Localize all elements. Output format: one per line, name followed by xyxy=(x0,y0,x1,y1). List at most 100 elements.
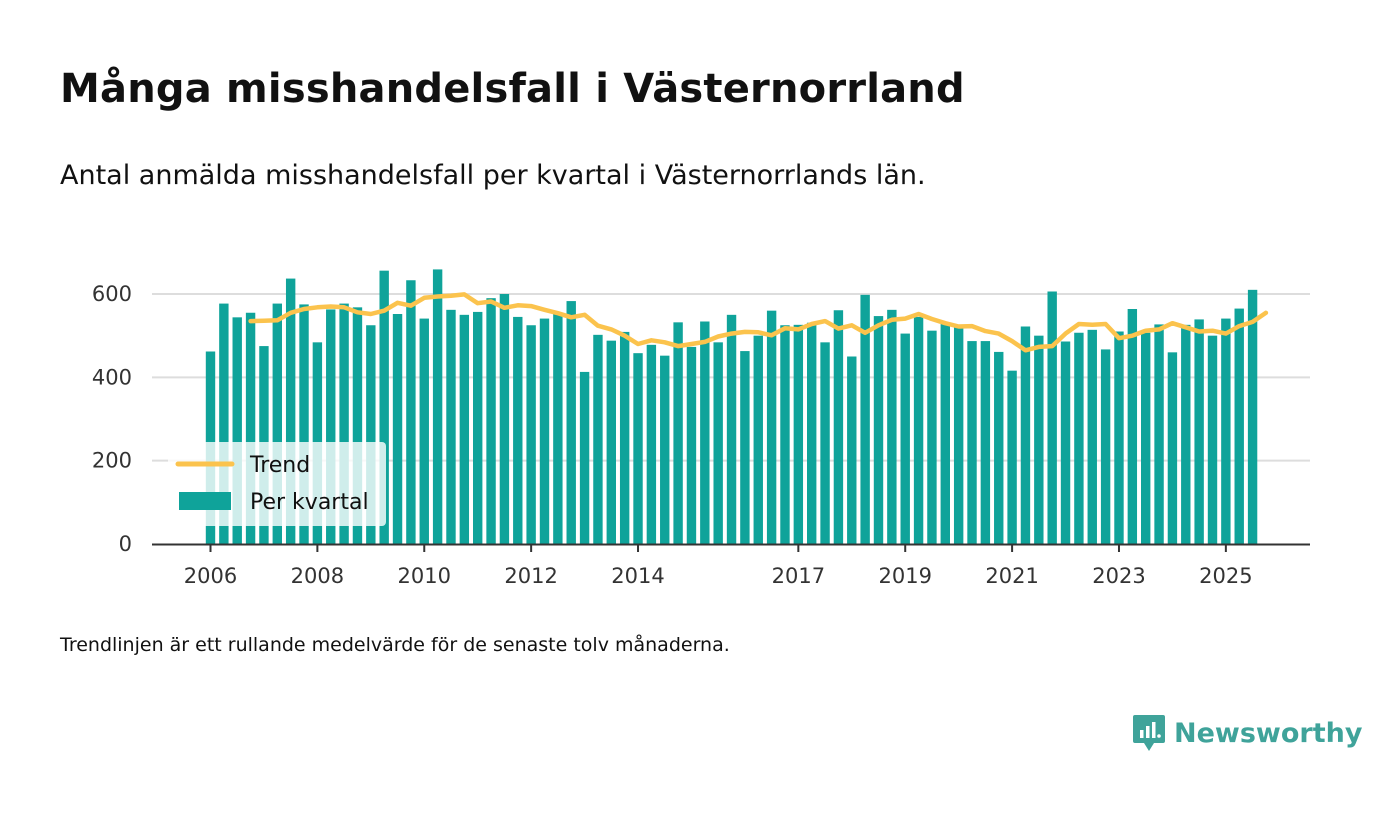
bar xyxy=(392,314,403,544)
bar xyxy=(1100,349,1111,544)
bar xyxy=(419,318,429,544)
bar xyxy=(1047,291,1057,544)
bar xyxy=(820,342,830,544)
bar xyxy=(379,270,389,544)
bar xyxy=(285,278,296,544)
brand-name: Newsworthy xyxy=(1174,717,1363,749)
bar xyxy=(432,269,443,544)
bar xyxy=(1034,335,1044,544)
bar xyxy=(232,317,242,544)
x-tick-label: 2017 xyxy=(772,564,825,588)
bar xyxy=(1154,324,1164,544)
bar xyxy=(1221,318,1231,544)
bar xyxy=(1234,308,1244,544)
axes: 0 200 400 600 2006 2008 2010 2012 2014 2017 2019 20… xyxy=(92,282,1310,588)
x-tick-label: 2019 xyxy=(878,564,931,588)
bar xyxy=(873,316,884,544)
newsworthy-logo-icon xyxy=(1133,715,1165,751)
bar xyxy=(713,342,723,544)
bar xyxy=(793,324,804,544)
bar xyxy=(753,335,763,544)
bar xyxy=(446,309,456,544)
y-tick-label: 0 xyxy=(119,532,132,556)
bar xyxy=(1141,332,1151,544)
bar xyxy=(352,307,363,544)
brand-logo: Newsworthy xyxy=(1132,712,1362,754)
bar xyxy=(1020,326,1031,544)
bar xyxy=(967,341,977,544)
bar xyxy=(406,280,416,544)
y-tick-label: 200 xyxy=(92,449,132,473)
bar xyxy=(887,309,897,544)
y-tick-label: 600 xyxy=(92,282,132,306)
bar xyxy=(766,310,777,544)
legend-swatch-per-kvartal xyxy=(179,492,231,510)
bar xyxy=(245,312,256,544)
bar xyxy=(459,314,470,544)
chart-area: 0 200 400 600 2006 2008 2010 2012 2014 2017 2019 20… xyxy=(92,269,1310,588)
bar xyxy=(526,325,536,544)
bar xyxy=(486,298,496,544)
bar xyxy=(539,318,550,544)
bar xyxy=(686,346,697,544)
bar xyxy=(299,304,309,544)
bar xyxy=(833,310,844,544)
y-tick-label: 400 xyxy=(92,365,132,389)
chart-subtitle: Antal anmälda misshandelsfall per kvarta… xyxy=(60,160,926,191)
bar xyxy=(913,316,924,544)
x-tick-label: 2010 xyxy=(398,564,451,588)
x-tick-label: 2025 xyxy=(1199,564,1252,588)
x-tick-label: 2008 xyxy=(291,564,344,588)
bar xyxy=(1167,352,1178,544)
bar xyxy=(579,371,590,544)
bar xyxy=(219,303,229,544)
bar xyxy=(673,322,683,544)
bar xyxy=(900,333,910,544)
bar xyxy=(927,330,937,544)
bar xyxy=(513,316,523,544)
legend: Trend Per kvartal xyxy=(168,442,386,526)
bar xyxy=(953,326,964,544)
bar xyxy=(606,340,616,544)
bar xyxy=(726,314,737,544)
trend-line xyxy=(248,292,1269,353)
bar xyxy=(326,309,336,544)
bar xyxy=(860,294,870,544)
bar xyxy=(272,303,282,544)
bar xyxy=(740,351,750,544)
bar xyxy=(1181,324,1191,544)
bar xyxy=(473,311,483,544)
bar xyxy=(646,344,657,544)
bar xyxy=(700,321,710,544)
bar xyxy=(1194,319,1204,544)
bar xyxy=(1087,329,1097,544)
x-tick-label: 2012 xyxy=(504,564,557,588)
bar xyxy=(619,331,630,544)
bar xyxy=(1074,332,1084,544)
bar xyxy=(553,313,563,544)
bar xyxy=(1007,370,1017,544)
bar xyxy=(593,334,603,544)
chart-title: Många misshandelsfall i Västernorrland xyxy=(60,66,965,112)
bar xyxy=(994,351,1004,544)
line-series-trend xyxy=(248,292,1269,353)
bar xyxy=(1247,289,1258,544)
bar xyxy=(847,356,857,544)
bar xyxy=(566,301,576,544)
bar xyxy=(940,323,950,544)
bar xyxy=(780,325,790,544)
bar xyxy=(1060,341,1071,544)
bar xyxy=(366,325,376,544)
bar xyxy=(1114,331,1124,544)
x-tick-label: 2021 xyxy=(985,564,1038,588)
bar xyxy=(633,353,643,544)
bar xyxy=(339,303,349,544)
legend-label-per-kvartal: Per kvartal xyxy=(250,490,369,515)
bar xyxy=(1127,309,1138,544)
footnote: Trendlinjen är ett rullande medelvärde f… xyxy=(60,634,730,656)
bar xyxy=(499,294,510,544)
x-tick-label: 2006 xyxy=(184,564,237,588)
legend-label-trend: Trend xyxy=(249,453,310,478)
x-tick-label: 2014 xyxy=(611,564,664,588)
bar xyxy=(807,322,817,544)
